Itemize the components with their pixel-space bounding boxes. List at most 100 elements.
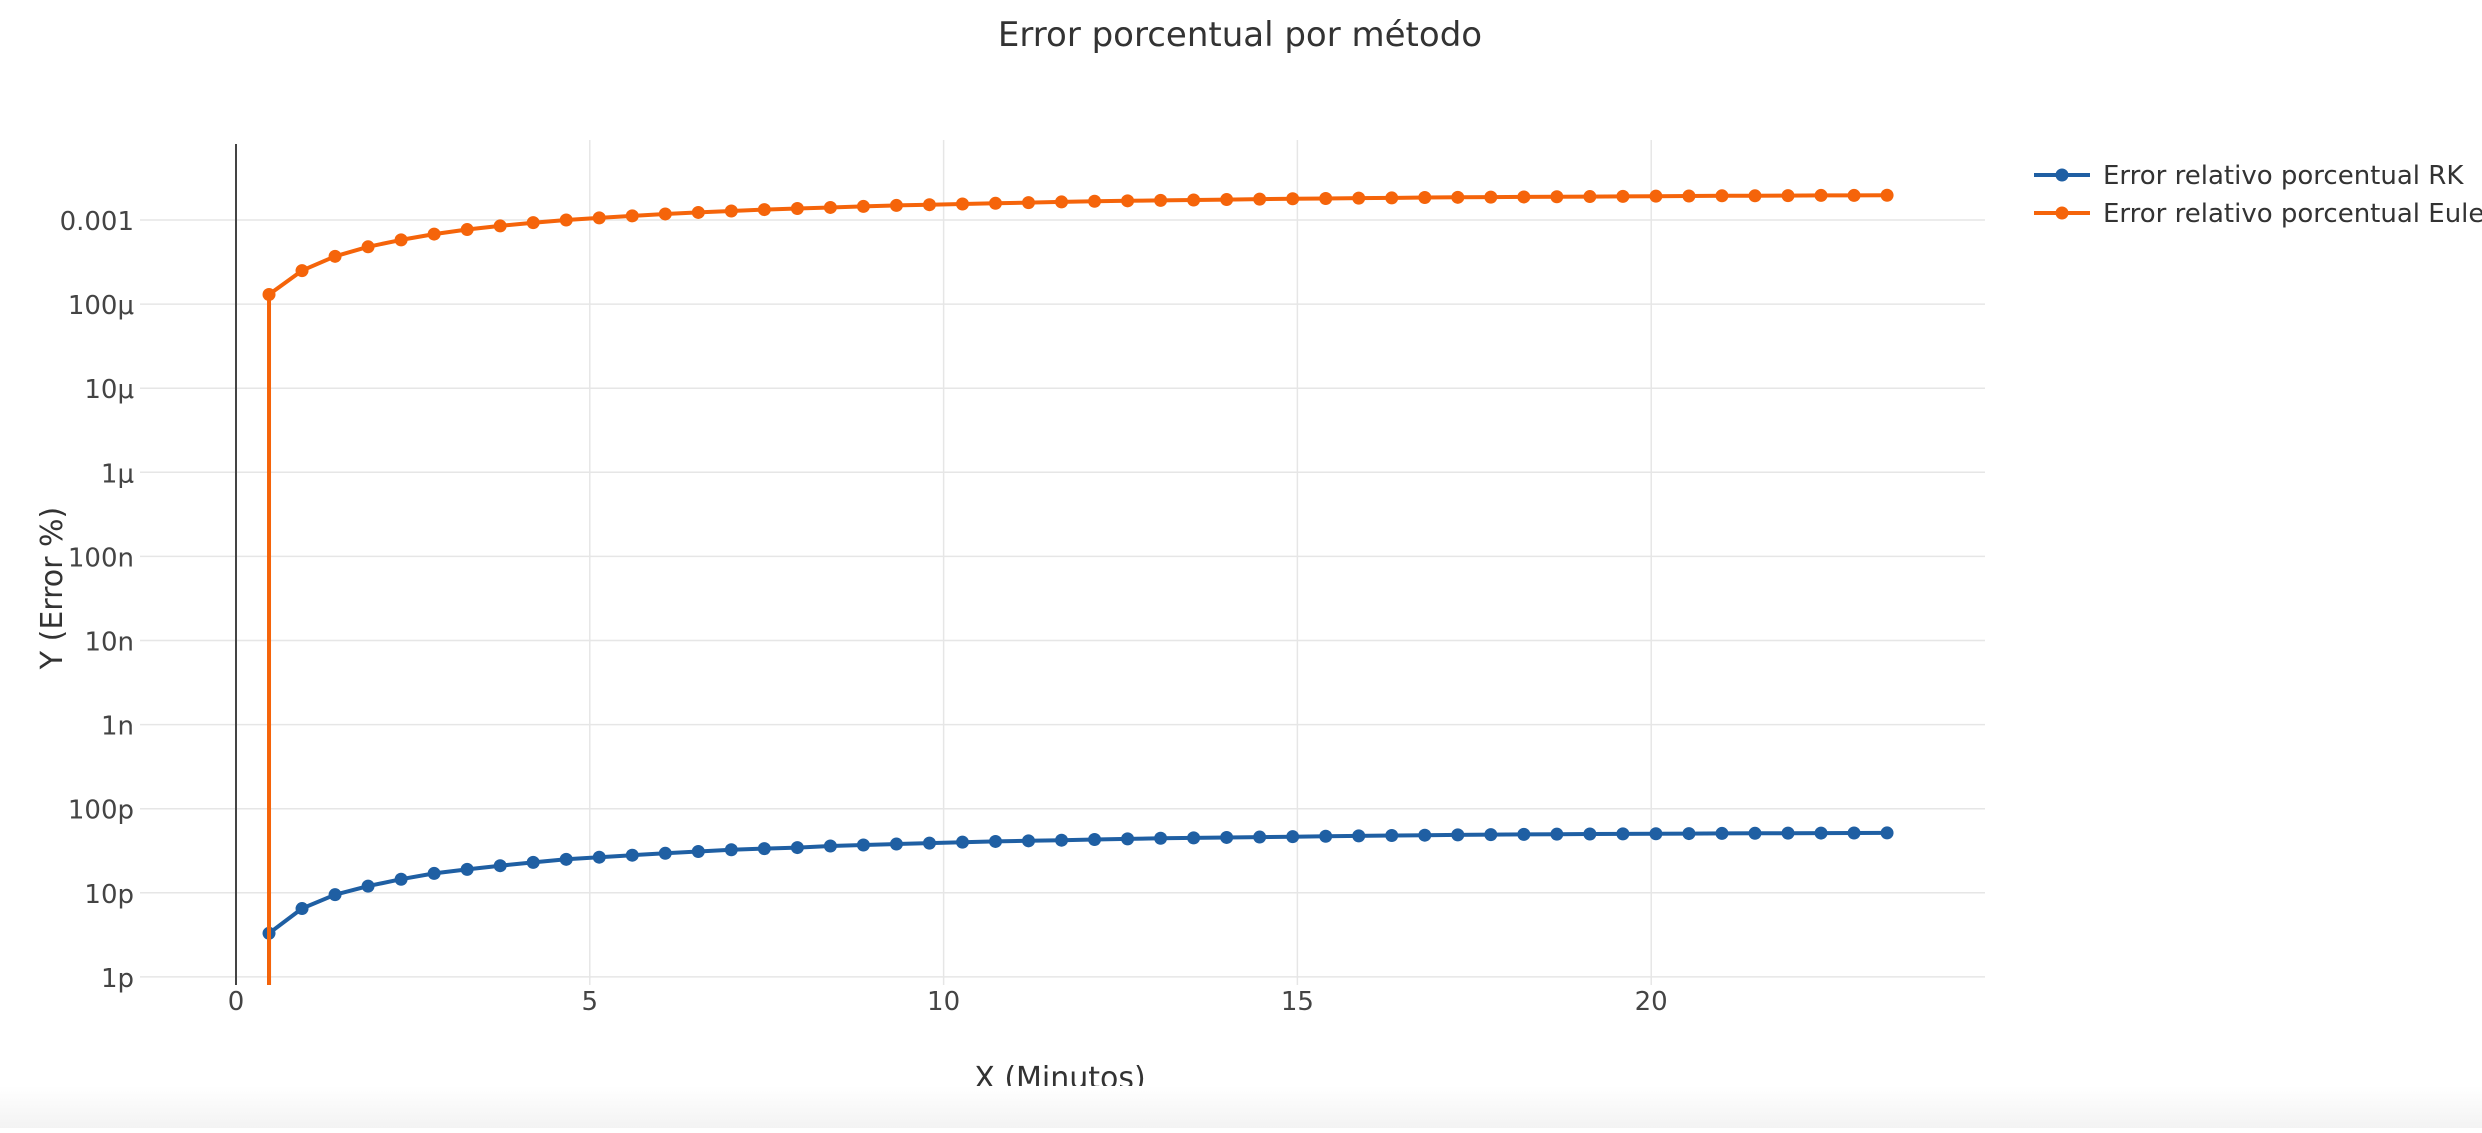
data-point[interactable] [559, 852, 573, 866]
data-point[interactable] [1352, 191, 1366, 205]
data-point[interactable] [1253, 830, 1267, 844]
data-point[interactable] [1121, 194, 1135, 208]
data-point[interactable] [1220, 830, 1234, 844]
data-point[interactable] [1055, 195, 1069, 209]
data-point[interactable] [559, 213, 573, 227]
data-point[interactable] [1418, 828, 1432, 842]
data-point[interactable] [1748, 189, 1762, 203]
data-point[interactable] [1583, 190, 1597, 204]
data-point[interactable] [328, 249, 342, 263]
data-point[interactable] [1715, 189, 1729, 203]
data-point[interactable] [757, 842, 771, 856]
data-point[interactable] [1550, 827, 1564, 841]
data-point[interactable] [361, 240, 375, 254]
series-rk[interactable] [262, 826, 1894, 985]
data-point[interactable] [625, 209, 639, 223]
data-point[interactable] [1517, 827, 1531, 841]
data-point[interactable] [1319, 192, 1333, 206]
data-point[interactable] [460, 862, 474, 876]
data-point[interactable] [1847, 188, 1861, 202]
data-point[interactable] [1418, 191, 1432, 205]
data-point[interactable] [1154, 193, 1168, 207]
data-point[interactable] [394, 233, 408, 247]
data-point[interactable] [1154, 831, 1168, 845]
legend[interactable]: Error relativo porcentual RK Error relati… [2034, 161, 2482, 229]
data-point[interactable] [1187, 831, 1201, 845]
data-point[interactable] [295, 264, 309, 278]
legend-item[interactable]: Error relativo porcentual RK [2034, 161, 2464, 191]
data-point[interactable] [1121, 832, 1135, 846]
data-point[interactable] [691, 844, 705, 858]
data-point[interactable] [1682, 827, 1696, 841]
legend-item[interactable]: Error relativo porcentual Euler [2034, 199, 2482, 229]
data-point[interactable] [262, 288, 276, 302]
data-point[interactable] [1484, 190, 1498, 204]
data-point[interactable] [1616, 189, 1630, 203]
data-point[interactable] [361, 879, 375, 893]
data-point[interactable] [394, 872, 408, 886]
data-point[interactable] [988, 196, 1002, 210]
data-point[interactable] [1022, 196, 1036, 210]
data-point[interactable] [1517, 190, 1531, 204]
data-point[interactable] [1253, 192, 1267, 206]
data-point[interactable] [592, 850, 606, 864]
data-point[interactable] [1847, 826, 1861, 840]
data-point[interactable] [1550, 190, 1564, 204]
data-point[interactable] [1088, 833, 1102, 847]
data-point[interactable] [922, 836, 936, 850]
data-point[interactable] [790, 841, 804, 855]
data-point[interactable] [1451, 190, 1465, 204]
data-point[interactable] [1814, 826, 1828, 840]
data-point[interactable] [625, 848, 639, 862]
data-point[interactable] [493, 219, 507, 233]
data-point[interactable] [856, 199, 870, 213]
data-point[interactable] [1352, 829, 1366, 843]
data-point[interactable] [1880, 826, 1894, 840]
data-point[interactable] [1286, 192, 1300, 206]
data-point[interactable] [658, 846, 672, 860]
data-point[interactable] [427, 866, 441, 880]
data-point[interactable] [1715, 826, 1729, 840]
data-point[interactable] [460, 223, 474, 237]
data-point[interactable] [1649, 827, 1663, 841]
plot-area[interactable] [262, 188, 1894, 985]
data-point[interactable] [1088, 194, 1102, 208]
data-point[interactable] [889, 198, 903, 212]
data-point[interactable] [1781, 826, 1795, 840]
data-point[interactable] [1385, 829, 1399, 843]
data-point[interactable] [1616, 827, 1630, 841]
data-point[interactable] [493, 859, 507, 873]
data-point[interactable] [295, 902, 309, 916]
data-point[interactable] [427, 227, 441, 241]
data-point[interactable] [526, 855, 540, 869]
data-point[interactable] [691, 205, 705, 219]
data-point[interactable] [1649, 189, 1663, 203]
data-point[interactable] [1748, 826, 1762, 840]
data-point[interactable] [1022, 834, 1036, 848]
data-point[interactable] [1583, 827, 1597, 841]
data-point[interactable] [658, 207, 672, 221]
data-point[interactable] [328, 888, 342, 902]
data-point[interactable] [1484, 828, 1498, 842]
data-point[interactable] [724, 843, 738, 857]
data-point[interactable] [592, 211, 606, 225]
data-point[interactable] [1385, 191, 1399, 205]
data-point[interactable] [1319, 829, 1333, 843]
series-euler[interactable] [262, 188, 1894, 985]
data-point[interactable] [856, 838, 870, 852]
data-point[interactable] [1781, 189, 1795, 203]
data-point[interactable] [1451, 828, 1465, 842]
data-point[interactable] [1880, 188, 1894, 202]
data-point[interactable] [823, 200, 837, 214]
data-point[interactable] [1814, 188, 1828, 202]
data-point[interactable] [1682, 189, 1696, 203]
data-point[interactable] [889, 837, 903, 851]
data-point[interactable] [955, 197, 969, 211]
data-point[interactable] [922, 198, 936, 212]
data-point[interactable] [1220, 193, 1234, 207]
data-point[interactable] [526, 216, 540, 230]
data-point[interactable] [988, 834, 1002, 848]
data-point[interactable] [724, 204, 738, 218]
data-point[interactable] [790, 202, 804, 216]
data-point[interactable] [1187, 193, 1201, 207]
